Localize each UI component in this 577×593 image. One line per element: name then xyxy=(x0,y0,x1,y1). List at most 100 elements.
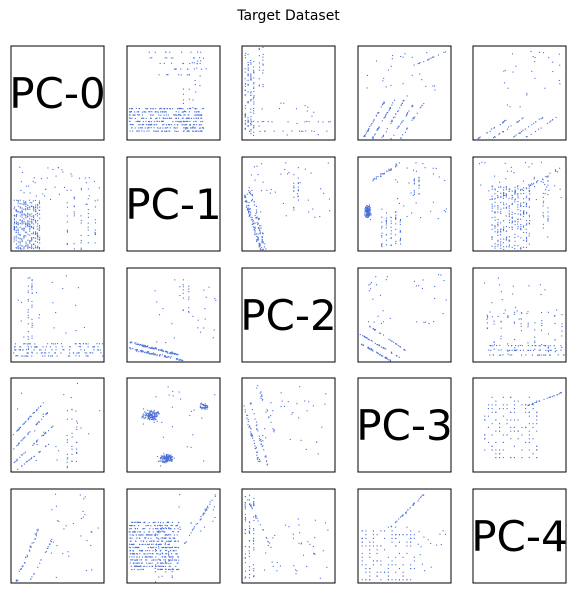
scatter-point xyxy=(14,349,16,351)
scatter-point xyxy=(165,114,167,116)
scatter-point xyxy=(401,121,403,123)
scatter-point xyxy=(517,206,519,208)
scatter-point xyxy=(28,185,30,187)
scatter-point xyxy=(535,345,537,347)
scatter-point xyxy=(15,216,17,218)
scatter-point xyxy=(166,117,168,119)
scatter-point xyxy=(199,62,201,64)
scatter-point xyxy=(412,117,414,119)
scatter-point xyxy=(258,55,260,57)
scatter-point xyxy=(66,230,68,232)
scatter-point xyxy=(140,550,142,552)
scatter-point xyxy=(96,343,98,345)
scatter-point xyxy=(89,352,91,354)
scatter-point xyxy=(511,216,513,218)
scatter-point xyxy=(368,321,370,323)
scatter-point xyxy=(515,134,517,136)
scatter-point xyxy=(308,401,310,403)
scatter-point xyxy=(253,69,255,71)
scatter-point xyxy=(182,360,184,362)
scatter-point xyxy=(164,351,166,353)
scatter-point xyxy=(201,407,203,409)
scatter-point xyxy=(369,552,371,554)
scatter-point xyxy=(491,245,493,247)
scatter-point xyxy=(43,434,45,436)
scatter-point xyxy=(522,129,524,131)
scatter-point xyxy=(192,130,194,132)
scatter-point xyxy=(50,552,52,554)
scatter-point xyxy=(184,114,186,116)
scatter-point xyxy=(155,347,157,349)
scatter-point xyxy=(424,167,426,169)
scatter-point xyxy=(489,130,491,132)
scatter-point xyxy=(161,530,163,532)
scatter-point xyxy=(132,124,134,126)
scatter-point xyxy=(382,173,384,175)
scatter-point xyxy=(156,127,158,129)
scatter-point xyxy=(83,327,85,329)
scatter-point xyxy=(38,202,40,204)
scatter-point xyxy=(23,213,25,215)
scatter-point xyxy=(377,352,379,354)
scatter-point xyxy=(166,454,168,456)
scatter-point xyxy=(202,405,204,407)
scatter-point xyxy=(554,323,556,325)
scatter-point xyxy=(381,244,383,246)
scatter-point xyxy=(26,343,28,345)
scatter-point xyxy=(15,580,17,582)
scatter-point xyxy=(171,351,173,353)
scatter-point xyxy=(173,540,175,542)
scatter-point xyxy=(536,181,538,183)
scatter-point xyxy=(164,565,166,567)
scatter-point xyxy=(366,205,368,207)
scatter-point xyxy=(156,565,158,567)
scatter-point xyxy=(306,410,308,412)
scatter-point xyxy=(515,306,517,308)
scatter-point xyxy=(547,220,549,222)
scatter-point xyxy=(88,177,90,179)
scatter-point xyxy=(528,199,530,201)
scatter-point xyxy=(253,501,255,503)
scatter-point xyxy=(491,408,493,410)
scatter-point xyxy=(395,211,397,213)
scatter-point xyxy=(158,532,160,534)
scatter-point xyxy=(186,127,188,129)
scatter-point xyxy=(502,408,504,410)
scatter-point xyxy=(327,162,329,164)
scatter-point xyxy=(259,130,261,132)
scatter-point xyxy=(49,543,51,545)
scatter-point xyxy=(75,355,77,357)
scatter-point xyxy=(385,357,387,359)
scatter-point xyxy=(94,219,96,221)
scatter-point xyxy=(253,110,255,112)
scatter-point xyxy=(66,465,68,467)
scatter-point xyxy=(495,457,497,459)
scatter-point xyxy=(382,355,384,357)
scatter-point xyxy=(521,426,523,428)
scatter-point xyxy=(212,337,214,339)
scatter-point xyxy=(206,509,208,511)
scatter-point xyxy=(521,449,523,451)
scatter-panel-4-0 xyxy=(10,488,105,584)
scatter-point xyxy=(138,521,140,523)
scatter-point xyxy=(21,439,23,441)
scatter-point xyxy=(92,352,94,354)
scatter-point xyxy=(41,352,43,354)
scatter-point xyxy=(167,458,169,460)
scatter-point xyxy=(385,234,387,236)
scatter-point xyxy=(385,357,387,359)
scatter-point xyxy=(187,130,189,132)
scatter-point xyxy=(413,182,415,184)
scatter-point xyxy=(520,210,522,212)
scatter-point xyxy=(261,249,263,251)
scatter-point xyxy=(362,335,364,337)
scatter-point xyxy=(420,106,422,108)
scatter-point xyxy=(392,55,394,57)
scatter-point xyxy=(245,570,247,572)
scatter-point xyxy=(164,456,166,458)
scatter-point xyxy=(179,359,181,361)
scatter-point xyxy=(152,559,154,561)
scatter-point xyxy=(542,192,544,194)
scatter-point xyxy=(244,116,246,118)
scatter-point xyxy=(404,53,406,55)
